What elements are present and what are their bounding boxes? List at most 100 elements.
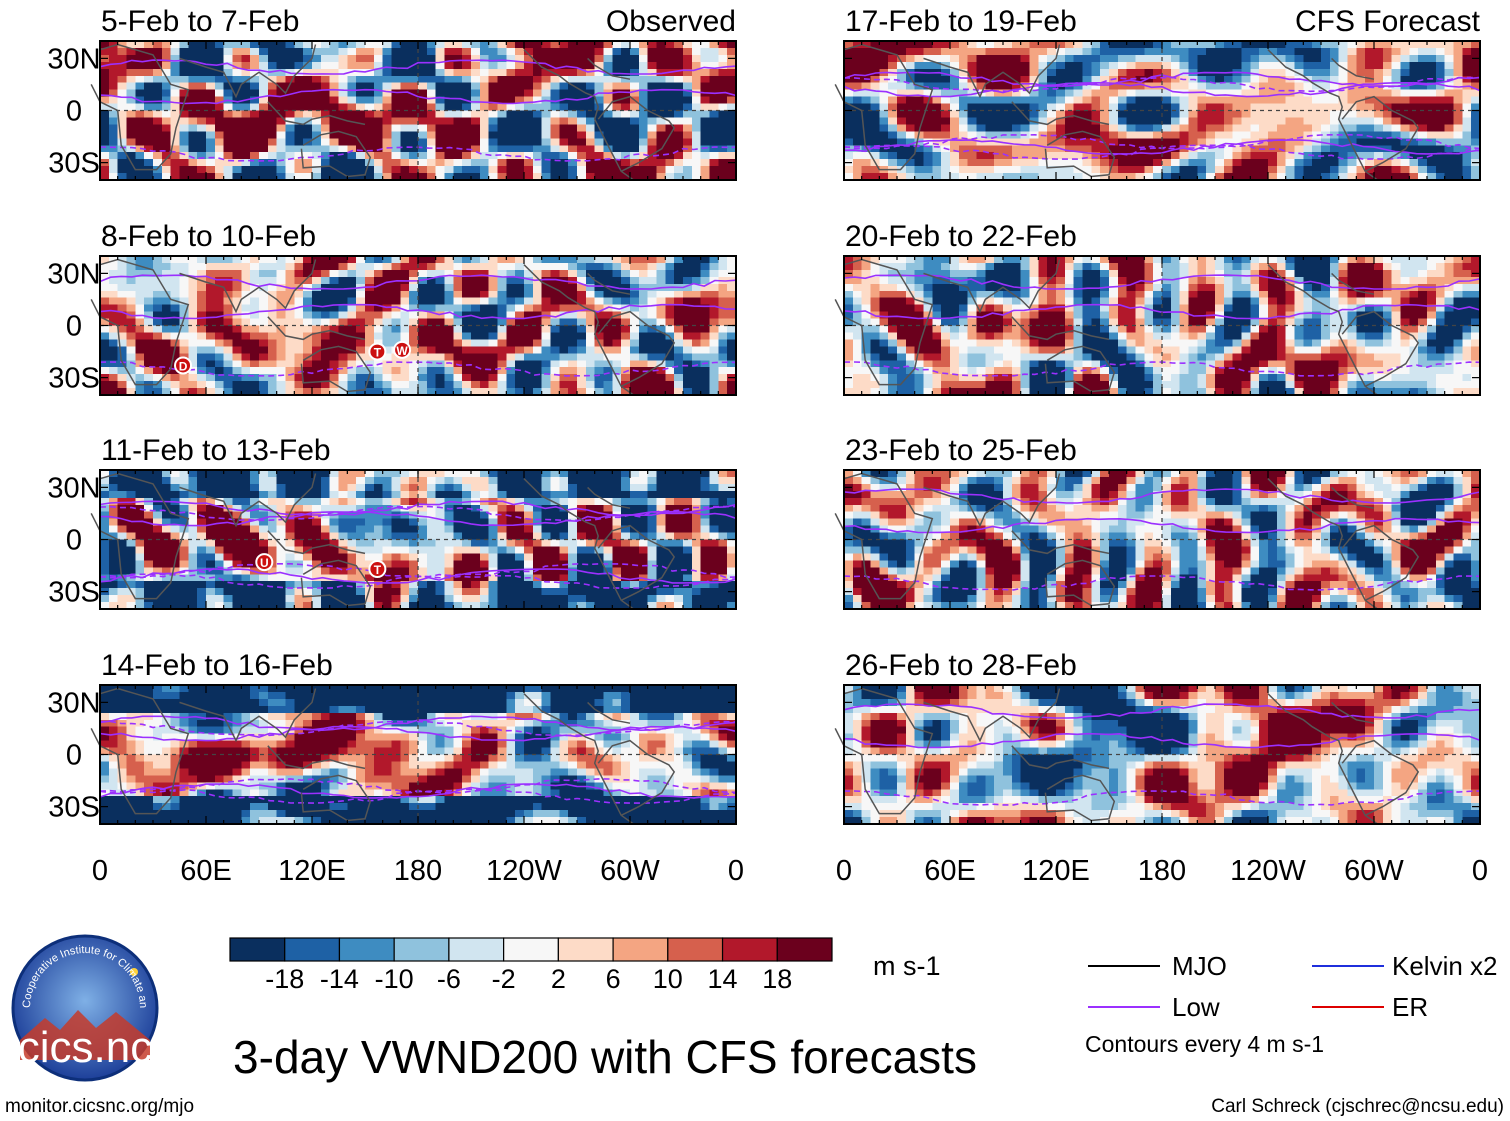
heatmap-cell [153,346,163,354]
heatmap-cell [647,574,658,582]
heatmap-cell [267,159,278,167]
heatmap-cell [223,567,234,575]
heatmap-cell [259,546,269,554]
heatmap-cell [285,381,295,389]
heatmap-cell [603,173,613,181]
heatmap-cell [444,698,454,707]
heatmap-cell [418,124,428,132]
heatmap-cell [365,47,375,56]
heatmap-cell [674,367,684,375]
heatmap-cell [559,539,569,548]
heatmap-cell [577,712,587,721]
heatmap-cell [479,560,490,568]
heatmap-cell [550,145,560,153]
heatmap-cell [541,152,552,160]
heatmap-cell [471,539,481,548]
heatmap-cell [559,698,569,707]
heatmap-cell [541,297,552,306]
heatmap-cell [108,103,119,112]
heatmap-cell [108,595,119,603]
heatmap-cell [418,159,428,167]
heatmap-cell [479,546,490,554]
heatmap-cell [488,290,499,299]
heatmap-cell [356,470,366,478]
heatmap-cell [656,553,666,561]
heatmap-cell [585,173,596,181]
heatmap-cell [674,511,684,520]
heatmap-cell [700,602,711,610]
heatmap-cell [444,476,454,485]
heatmap-cell [197,483,207,492]
heatmap-cell [541,110,552,119]
heatmap-cell [206,581,216,589]
heatmap-cell [409,124,419,132]
heatmap-cell [400,159,410,167]
heatmap-cell [568,712,578,721]
heatmap-cell [356,698,366,707]
heatmap-cell [135,360,145,368]
heatmap-cell [418,539,428,548]
coastline [179,259,317,314]
heatmap-cell [656,476,666,485]
heatmap-cell [276,325,287,334]
heatmap-cell [100,553,110,561]
heatmap-cell [541,61,552,70]
heatmap-cell [524,145,534,153]
heatmap-cell [100,311,110,320]
heatmap-cell [170,332,181,340]
heatmap-cell [488,166,499,174]
heatmap-cell [409,318,419,327]
heatmap-cell [462,685,472,693]
heatmap-cell [638,262,649,271]
heatmap-cell [532,381,543,389]
heatmap-cell [347,256,357,264]
heatmap-cell [700,381,711,389]
heatmap-cell [515,311,525,320]
heatmap-cell [550,138,560,146]
heatmap-cell [285,490,295,499]
heatmap-cell [144,41,154,49]
heatmap-cell [197,325,207,334]
heatmap-cell [603,41,613,49]
heatmap-cell [400,476,410,485]
heatmap-cell [612,152,622,160]
heatmap-cell [391,117,401,125]
heatmap-cell [515,283,525,292]
heatmap-cell [621,117,631,125]
heatmap-cell [179,532,189,541]
heatmap-cell [691,705,702,714]
heatmap-cell [709,152,719,160]
heatmap-cell [214,276,225,285]
heatmap-cell [356,595,366,603]
heatmap-cell [630,173,640,181]
heatmap-cell [630,61,640,70]
heatmap-cell [524,159,534,167]
heatmap-cell [435,297,446,306]
heatmap-cell [444,553,454,561]
heatmap-cell [683,546,693,554]
heatmap-cell [365,546,375,554]
heatmap-cell [674,41,684,49]
heatmap-cell [691,96,702,105]
heatmap-cell [267,283,278,292]
heatmap-cell [206,138,216,146]
heatmap-cell [144,47,154,56]
heatmap-cell [365,166,375,174]
heatmap-cell [453,173,463,181]
heatmap-cell [612,166,622,174]
heatmap-cell [656,262,666,271]
heatmap-cell [727,256,737,264]
heatmap-cell [515,476,525,485]
heatmap-cell [294,276,304,285]
heatmap-cell [108,304,119,313]
heatmap-cell [709,595,719,603]
heatmap-cell [568,124,578,132]
heatmap-cell [656,124,666,132]
heatmap-cell [621,124,631,132]
heatmap-cell [241,532,251,541]
heatmap-cell [559,497,569,506]
heatmap-cell [144,262,154,271]
heatmap-cell [126,532,136,541]
heatmap-cell [444,490,454,499]
heatmap-cell [206,685,216,693]
